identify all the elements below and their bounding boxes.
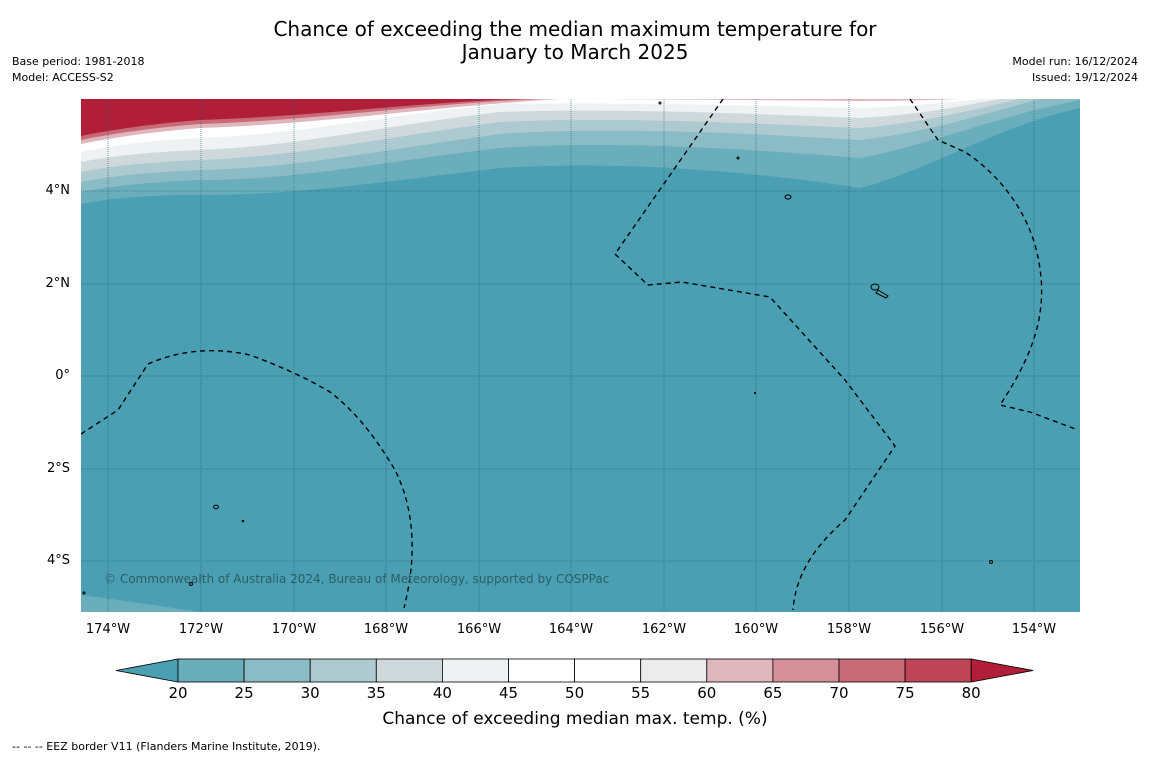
copyright-notice: © Commonwealth of Australia 2024, Bureau… bbox=[104, 572, 610, 586]
lon-label-158w: 158°W bbox=[826, 622, 872, 637]
bottom-left-band bbox=[81, 595, 200, 612]
colorbar-tick-label: 55 bbox=[631, 684, 651, 702]
model-run: Model run: 16/12/2024 bbox=[1012, 55, 1138, 68]
lon-label-164w: 164°W bbox=[548, 622, 594, 637]
lon-label-170w: 170°W bbox=[271, 622, 317, 637]
lon-label-172w: 172°W bbox=[178, 622, 224, 637]
meta-left: Base period: 1981-2018 Model: ACCESS-S2 bbox=[12, 54, 144, 86]
issued-date: Issued: 19/12/2024 bbox=[1031, 71, 1138, 84]
band-80 bbox=[81, 99, 520, 136]
eez-borders bbox=[81, 99, 1079, 611]
title-line-1: Chance of exceeding the median maximum t… bbox=[273, 17, 877, 41]
colorbar-segment bbox=[838, 658, 906, 683]
colorbar-tick-label: 40 bbox=[432, 684, 452, 702]
title-line-2: January to March 2025 bbox=[461, 40, 689, 64]
colorbar-segment bbox=[574, 658, 642, 683]
colorbar-segment bbox=[375, 658, 443, 683]
lon-label-174w: 174°W bbox=[85, 622, 131, 637]
base-period: Base period: 1981-2018 bbox=[12, 55, 145, 68]
colorbar-extend-low bbox=[115, 658, 179, 683]
colorbar-segment bbox=[640, 658, 708, 683]
footer-legend: -- -- -- EEZ border V11 (Flanders Marine… bbox=[12, 740, 321, 753]
colorbar-segment bbox=[177, 658, 245, 683]
map-title: Chance of exceeding the median maximum t… bbox=[0, 18, 1150, 64]
lat-label-0: 0° bbox=[55, 368, 70, 383]
colorbar-tick-label: 70 bbox=[829, 684, 849, 702]
colorbar bbox=[115, 658, 1034, 683]
colorbar-tick-label: 60 bbox=[697, 684, 717, 702]
gridlines bbox=[81, 99, 1080, 612]
lon-label-162w: 162°W bbox=[641, 622, 687, 637]
meta-right: Model run: 16/12/2024 Issued: 19/12/2024 bbox=[1012, 54, 1138, 86]
colorbar-segment bbox=[772, 658, 840, 683]
colorbar-segment bbox=[706, 658, 774, 683]
colorbar-segment bbox=[508, 658, 575, 683]
model-name: Model: ACCESS-S2 bbox=[12, 71, 114, 84]
lon-label-166w: 166°W bbox=[456, 622, 502, 637]
colorbar-segment bbox=[243, 658, 311, 683]
colorbar-tick-label: 45 bbox=[498, 684, 519, 702]
lon-label-168w: 168°W bbox=[363, 622, 409, 637]
colorbar-extend-high bbox=[970, 658, 1034, 683]
colorbar-segment bbox=[441, 658, 509, 683]
colorbar-tick-label: 25 bbox=[234, 684, 254, 702]
lat-label-4n: 4°N bbox=[45, 183, 71, 198]
colorbar-tick-label: 80 bbox=[961, 684, 981, 702]
colorbar-tick-label: 30 bbox=[300, 684, 320, 702]
colorbar-segment bbox=[904, 658, 972, 683]
colorbar-tick-label: 50 bbox=[565, 684, 585, 702]
islands bbox=[82, 101, 993, 595]
lat-label-4s: 4°S bbox=[46, 553, 70, 568]
colorbar-tick-label: 35 bbox=[366, 684, 386, 702]
colorbar-tick-label: 65 bbox=[763, 684, 783, 702]
colorbar-tick-label: 75 bbox=[895, 684, 915, 702]
map-area bbox=[81, 99, 1080, 612]
lon-label-156w: 156°W bbox=[919, 622, 965, 637]
colorbar-title: Chance of exceeding median max. temp. (%… bbox=[382, 709, 768, 729]
colorbar-segment bbox=[309, 658, 377, 683]
lat-label-2n: 2°N bbox=[45, 276, 71, 291]
colorbar-tick-label: 20 bbox=[168, 684, 188, 702]
lon-label-160w: 160°W bbox=[733, 622, 779, 637]
lon-label-154w: 154°W bbox=[1011, 622, 1057, 637]
lat-label-2s: 2°S bbox=[46, 461, 70, 476]
